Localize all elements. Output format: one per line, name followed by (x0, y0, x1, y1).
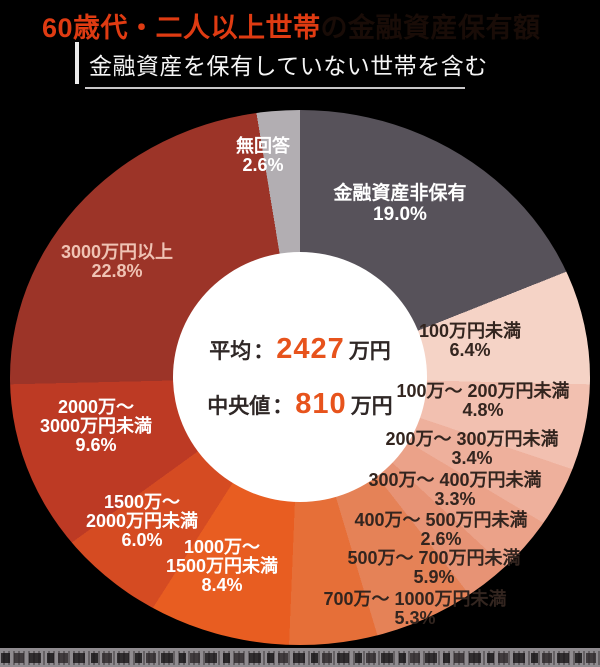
stat-separator: ： (272, 395, 294, 418)
segment-label: 2000万〜 3000万円未満 9.6% (40, 398, 152, 455)
segment-label: 700万〜 1000万円未満 5.3% (323, 590, 506, 628)
center-stat-row: 平均：2427 万円 (209, 333, 391, 366)
segment-label-line: 22.8% (91, 261, 143, 281)
segment-label-line: 400万〜 500万円未満 (354, 510, 528, 530)
segment-label: 200万〜 300万円未満 3.4% (385, 430, 558, 468)
stat-separator: ： (253, 340, 275, 363)
page-title-rest: の金融資産保有額 (320, 13, 541, 43)
subtitle-accent-bar (75, 42, 79, 84)
center-stats: 平均：2427 万円 中央値：810 万円 (173, 252, 427, 502)
page-title-highlight: 60歳代・二人以上世帯 (42, 13, 321, 43)
segment-label-line: 3.4% (451, 448, 493, 468)
source-bar (0, 648, 600, 667)
page-title: 60歳代・二人以上世帯の金融資産保有額 (42, 6, 541, 45)
segment-label-line: 100万円未満 (418, 321, 522, 341)
stat-label: 平均 (209, 340, 252, 363)
segment-label-line: 2.6% (420, 529, 462, 549)
subtitle-underline (85, 87, 465, 89)
segment-label: 400万〜 500万円未満 2.6% (354, 511, 527, 549)
donut-hole (173, 252, 427, 502)
segment-label-line: 5.3% (394, 608, 436, 628)
segment-label-line: 300万〜 400万円未満 (368, 470, 542, 490)
segment-label-line: 1000万〜 (183, 537, 261, 557)
segment-label-line: 100万〜 200万円未満 (396, 381, 570, 401)
segment-label-line: 6.4% (449, 340, 491, 360)
stat-unit: 万円 (350, 395, 393, 418)
segment-label-line: 500万〜 700万円未満 (347, 548, 521, 568)
segment-label: 3000万円以上 22.8% (61, 243, 173, 281)
segment-label-line: 無回答 (236, 136, 290, 156)
center-stat-row: 中央値：810 万円 (207, 388, 392, 421)
segment-label-line: 8.4% (201, 575, 243, 595)
subtitle-text: 金融資産を保有していない世帯を含む (89, 53, 488, 79)
segment-label-line: 2000万円未満 (85, 511, 199, 531)
segment-label-line: 3000万円以上 (60, 242, 174, 262)
segment-label-line: 1500万円未満 (165, 556, 279, 576)
segment-label-line: 5.9% (413, 567, 455, 587)
subtitle-box: 金融資産を保有していない世帯を含む (75, 42, 487, 90)
segment-label-line: 1500万〜 (103, 492, 181, 512)
segment-label-line: 金融資産非保有 (333, 183, 467, 204)
stat-value: 2427 (276, 333, 345, 365)
segment-label: 1500万〜 2000万円未満 6.0% (86, 493, 198, 550)
segment-label: 金融資産非保有 19.0% (333, 183, 466, 225)
segment-label: 1000万〜 1500万円未満 8.4% (166, 538, 278, 595)
stat-value: 810 (295, 388, 347, 420)
segment-label-line: 3000万円未満 (39, 416, 153, 436)
segment-label-line: 19.0% (373, 204, 427, 225)
segment-label: 500万〜 700万円未満 5.9% (347, 549, 520, 587)
segment-label-line: 3.3% (434, 489, 476, 509)
segment-label: 100万〜 200万円未満 4.8% (396, 382, 569, 420)
segment-label-line: 2.6% (242, 155, 284, 175)
segment-label: 無回答 2.6% (236, 137, 290, 175)
segment-label-line: 9.6% (75, 435, 117, 455)
segment-label-line: 2000万〜 (57, 397, 135, 417)
segment-label-line: 6.0% (121, 530, 163, 550)
segment-label: 300万〜 400万円未満 3.3% (368, 471, 541, 509)
segment-label-line: 200万〜 300万円未満 (385, 429, 559, 449)
stat-unit: 万円 (348, 340, 391, 363)
stat-label: 中央値 (207, 395, 271, 418)
segment-label-line: 700万〜 1000万円未満 (323, 589, 507, 609)
segment-label-line: 4.8% (462, 400, 504, 420)
segment-label: 100万円未満 6.4% (419, 322, 521, 360)
